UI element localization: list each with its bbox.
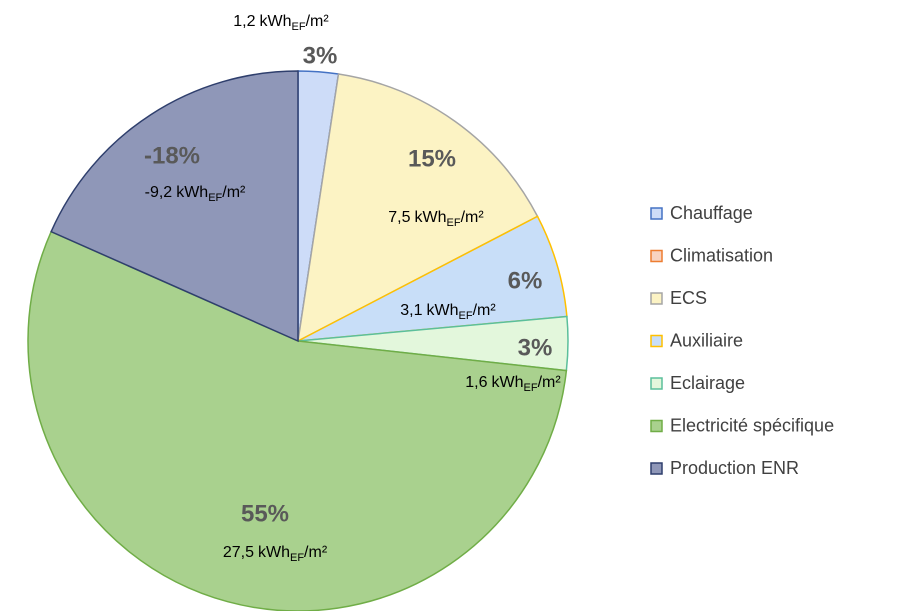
unit: kWh (492, 374, 524, 391)
value-label: 7,5 kWhEF/m² (388, 209, 484, 229)
legend-label: Chauffage (670, 203, 753, 223)
percent-label: -18% (144, 142, 200, 169)
unit-sub: EF (459, 310, 473, 322)
legend-marker (650, 292, 663, 305)
legend-label: Climatisation (670, 245, 773, 265)
unit: kWh (176, 184, 208, 201)
legend-marker (650, 207, 663, 220)
value-label: -9,2 kWhEF/m² (145, 184, 246, 204)
legend-marker (650, 249, 663, 263)
value-number: 1,6 (465, 374, 487, 391)
legend-label: Eclairage (670, 373, 745, 393)
legend-label: Electricité spécifique (670, 415, 834, 435)
value-number: 27,5 (223, 544, 254, 561)
value-label: 27,5 kWhEF/m² (223, 544, 328, 564)
unit: kWh (258, 544, 290, 561)
pie-slice (27, 230, 568, 611)
unit-sub: EF (292, 21, 306, 33)
value-number: 1,2 (233, 13, 255, 30)
unit-sub: EF (208, 192, 222, 204)
percent-label: 15% (408, 145, 456, 172)
unit-sub: EF (447, 217, 461, 229)
percent-label: 3% (518, 334, 553, 361)
unit: kWh (415, 209, 447, 226)
unit: kWh (427, 302, 459, 319)
legend-marker (650, 334, 663, 348)
pie-slice (297, 73, 539, 343)
percent-label: 6% (508, 267, 543, 294)
value-number: 7,5 (388, 209, 410, 226)
legend-marker (650, 419, 663, 433)
legend-marker (650, 377, 663, 390)
value-label: 3,1 kWhEF/m² (400, 302, 496, 322)
unit-tail: /m² (461, 209, 485, 226)
value-number: -9,2 (145, 184, 173, 201)
unit: kWh (260, 13, 292, 30)
unit-tail: /m² (222, 184, 246, 201)
unit-tail: /m² (304, 544, 328, 561)
unit-tail: /m² (473, 302, 497, 319)
legend-marker (650, 462, 663, 475)
value-number: 3,1 (400, 302, 422, 319)
unit-sub: EF (524, 382, 538, 394)
pie-slice (50, 70, 299, 343)
unit-tail: /m² (306, 13, 330, 30)
legend-label: Production ENR (670, 458, 799, 478)
value-label: 1,2 kWhEF/m² (233, 13, 329, 33)
unit-sub: EF (290, 552, 304, 564)
unit-tail: /m² (538, 374, 562, 391)
legend-label: ECS (670, 288, 707, 308)
legend-label: Auxiliaire (670, 330, 743, 350)
percent-label: 3% (303, 42, 338, 69)
value-label: 1,6 kWhEF/m² (465, 374, 561, 394)
percent-label: 55% (241, 500, 289, 527)
